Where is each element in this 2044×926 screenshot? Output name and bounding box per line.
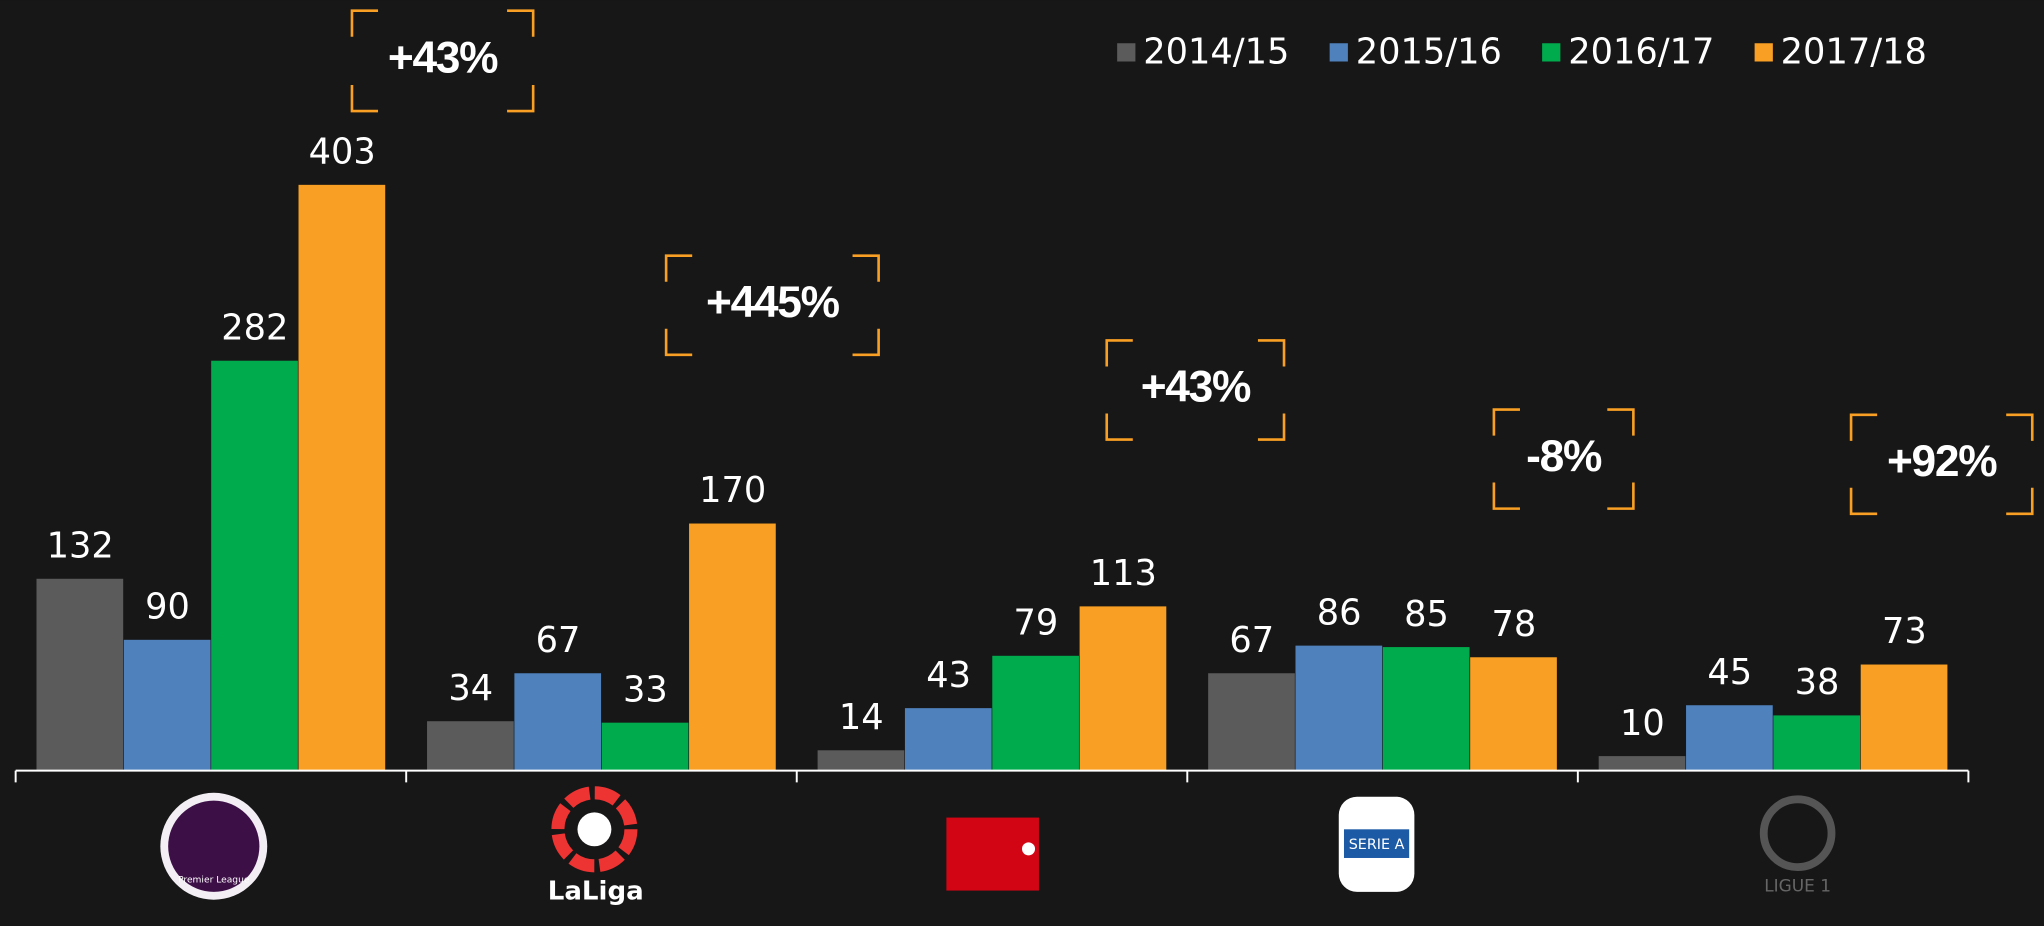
bar bbox=[1470, 657, 1557, 771]
bar bbox=[992, 655, 1079, 771]
bar bbox=[1295, 645, 1383, 771]
bar bbox=[1860, 664, 1948, 771]
bar bbox=[36, 578, 124, 771]
bar bbox=[211, 360, 298, 771]
logo-premier-league: Premier League bbox=[160, 792, 268, 900]
annotation: +445% bbox=[706, 278, 840, 327]
bar bbox=[1598, 756, 1686, 771]
bar bbox=[1382, 647, 1470, 771]
logo-band bbox=[1343, 829, 1410, 858]
bar bbox=[689, 523, 776, 771]
value-label: 38 bbox=[1795, 662, 1840, 703]
annotation-bracket bbox=[1492, 408, 1635, 510]
category-label: LaLiga bbox=[548, 876, 644, 906]
category-label: LIGUE 1 bbox=[1764, 876, 1831, 896]
value-label: 45 bbox=[1707, 652, 1752, 693]
bar bbox=[1773, 715, 1861, 771]
bar bbox=[1079, 606, 1167, 771]
logo-laliga: LaLiga bbox=[548, 786, 644, 906]
logo-ring bbox=[1759, 795, 1836, 872]
legend-swatch bbox=[1117, 43, 1136, 62]
annotation-bracket bbox=[664, 254, 880, 357]
bar bbox=[1686, 705, 1773, 771]
bar bbox=[298, 184, 386, 771]
value-label: 86 bbox=[1317, 592, 1362, 633]
category-label: SERIE A bbox=[1349, 837, 1405, 853]
legend-label: 2014/15 bbox=[1143, 32, 1289, 73]
value-label: 90 bbox=[145, 587, 190, 628]
logo-ball bbox=[1022, 842, 1036, 856]
value-label: 132 bbox=[47, 525, 114, 566]
bar bbox=[1208, 673, 1295, 771]
annotation: +43% bbox=[388, 34, 498, 83]
annotation: +92% bbox=[1887, 437, 1997, 486]
value-label: 282 bbox=[221, 307, 288, 348]
logo-ring bbox=[551, 786, 638, 873]
bar bbox=[427, 721, 514, 771]
logo-bg bbox=[946, 817, 1039, 891]
value-label: 43 bbox=[926, 655, 971, 696]
logo-ball bbox=[577, 812, 612, 847]
logo-ring bbox=[168, 800, 260, 892]
legend-swatch bbox=[1542, 43, 1561, 62]
value-label: 14 bbox=[839, 697, 884, 738]
bar bbox=[904, 708, 992, 771]
value-label: 33 bbox=[623, 669, 668, 710]
annotation: +43% bbox=[1141, 363, 1251, 412]
logo-serie-a: SERIE A bbox=[1338, 796, 1415, 892]
value-label: 10 bbox=[1620, 703, 1665, 744]
legend-label: 2015/16 bbox=[1356, 32, 1502, 73]
bar bbox=[514, 673, 602, 771]
value-label: 79 bbox=[1014, 603, 1059, 644]
legend-swatch bbox=[1329, 43, 1348, 62]
legend-label: 2017/18 bbox=[1781, 32, 1927, 73]
value-label: 78 bbox=[1491, 604, 1536, 645]
value-label: 85 bbox=[1404, 594, 1449, 635]
legend-swatch bbox=[1754, 43, 1773, 62]
value-label: 73 bbox=[1882, 611, 1927, 652]
annotation-bracket bbox=[350, 9, 535, 113]
value-label: 67 bbox=[1229, 620, 1274, 661]
category-label: Premier League bbox=[178, 876, 250, 886]
value-label: 113 bbox=[1090, 553, 1157, 594]
logo-ligue-1: LIGUE 1 bbox=[1759, 795, 1836, 896]
logo-bundesliga bbox=[946, 817, 1039, 891]
annotation: -8% bbox=[1526, 432, 1602, 481]
bar bbox=[123, 639, 211, 771]
legend-label: 2016/17 bbox=[1568, 32, 1714, 73]
value-label: 67 bbox=[536, 620, 581, 661]
value-label: 170 bbox=[699, 470, 766, 511]
annotation-bracket bbox=[1105, 339, 1286, 441]
value-label: 34 bbox=[448, 668, 493, 709]
value-label: 403 bbox=[309, 132, 376, 173]
bar bbox=[817, 750, 905, 771]
annotation-bracket bbox=[1849, 413, 2034, 516]
bar bbox=[601, 722, 689, 771]
